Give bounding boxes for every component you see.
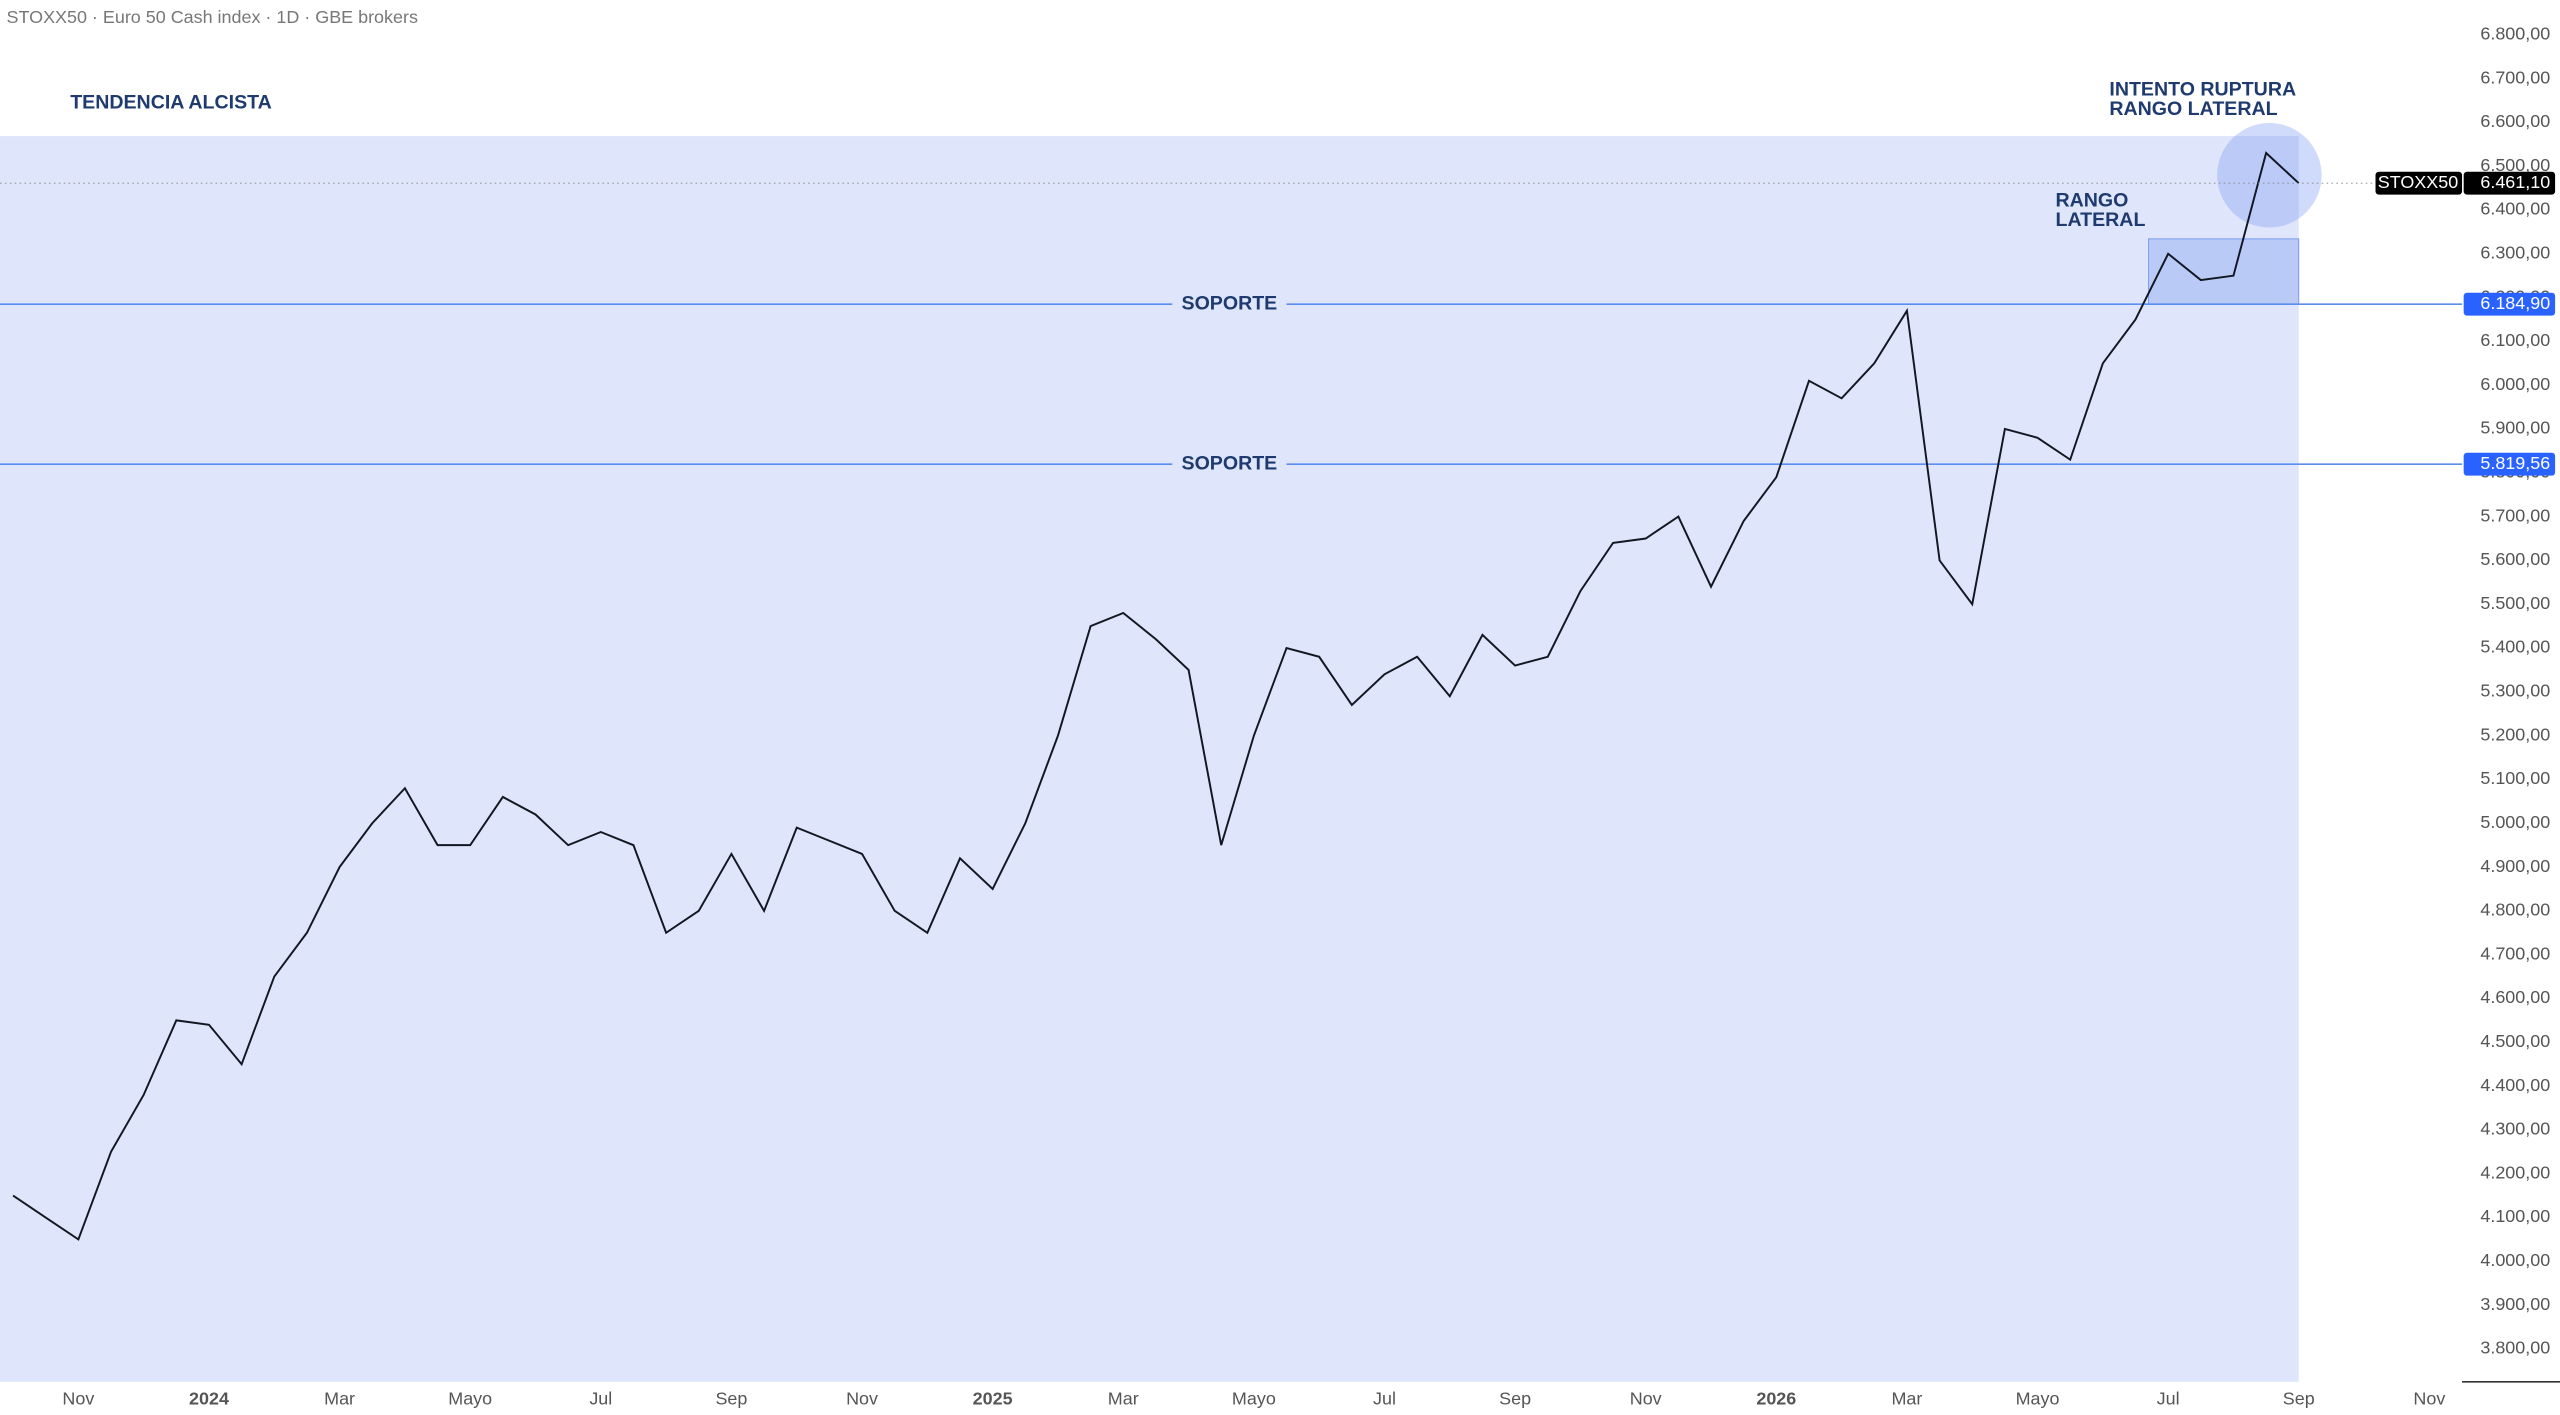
y-tick-label: 4.100,00 xyxy=(2480,1206,2550,1226)
series-tag xyxy=(2375,171,2463,195)
y-tick-label: 4.600,00 xyxy=(2480,987,2550,1007)
y-tick-label: 5.500,00 xyxy=(2480,593,2550,613)
y-tick-label: 4.000,00 xyxy=(2480,1250,2550,1270)
y-tick-label: 4.800,00 xyxy=(2480,900,2550,920)
range-box xyxy=(2148,238,2300,305)
y-tick-label: 5.900,00 xyxy=(2480,418,2550,438)
x-tick-label: Mayo xyxy=(2016,1388,2060,1408)
x-tick-label: Jul xyxy=(2157,1388,2180,1408)
x-tick-label: Nov xyxy=(846,1388,878,1408)
x-tick-label: Jul xyxy=(1373,1388,1396,1408)
series-tag-label: STOXX50 xyxy=(2378,172,2458,192)
y-tick-label: 6.100,00 xyxy=(2480,330,2550,350)
y-tick-label: 6.500,00 xyxy=(2480,155,2550,175)
price-tag xyxy=(2463,171,2556,195)
x-tick-label: Mayo xyxy=(1232,1388,1276,1408)
x-tick-label: Mar xyxy=(1891,1388,1922,1408)
y-tick-label: 6.600,00 xyxy=(2480,111,2550,131)
breakout-circle xyxy=(2217,123,2322,228)
y-tick-label: 6.000,00 xyxy=(2480,374,2550,394)
price-line xyxy=(12,151,2300,1241)
x-tick-label: Nov xyxy=(62,1388,94,1408)
x-tick-label: 2025 xyxy=(973,1388,1013,1408)
breakout-label: RANGO LATERAL xyxy=(2109,98,2277,120)
price-tag-label: 6.461,10 xyxy=(2480,172,2550,192)
y-tick-label: 5.400,00 xyxy=(2480,637,2550,657)
price-tag xyxy=(2463,452,2556,476)
breakout-label: INTENTO RUPTURA xyxy=(2109,79,2296,101)
x-tick-label: Sep xyxy=(1499,1388,1531,1408)
x-tick-label: Mayo xyxy=(448,1388,492,1408)
y-tick-label: 6.300,00 xyxy=(2480,242,2550,262)
y-tick-label: 5.300,00 xyxy=(2480,681,2550,701)
y-tick-label: 5.600,00 xyxy=(2480,549,2550,569)
y-tick-label: 4.200,00 xyxy=(2480,1162,2550,1182)
range-label: RANGO xyxy=(2056,190,2129,212)
header-title: STOXX50 · Euro 50 Cash index · 1D · GBE … xyxy=(7,7,418,27)
price-tag xyxy=(2463,292,2556,316)
support-label: SOPORTE xyxy=(1182,452,1278,474)
trend-label: TENDENCIA ALCISTA xyxy=(70,92,272,114)
y-tick-label: 4.400,00 xyxy=(2480,1075,2550,1095)
y-tick-label: 6.400,00 xyxy=(2480,199,2550,219)
y-tick-label: 6.800,00 xyxy=(2480,23,2550,43)
x-tick-label: 2024 xyxy=(189,1388,229,1408)
y-tick-label: 5.100,00 xyxy=(2480,768,2550,788)
x-tick-label: Jul xyxy=(589,1388,612,1408)
y-tick-label: 5.200,00 xyxy=(2480,724,2550,744)
support-label: SOPORTE xyxy=(1182,292,1278,314)
y-tick-label: 4.300,00 xyxy=(2480,1119,2550,1139)
price-tag-label: 6.184,90 xyxy=(2480,293,2550,313)
range-label: LATERAL xyxy=(2056,209,2146,231)
y-tick-label: 4.500,00 xyxy=(2480,1031,2550,1051)
support-label-bg xyxy=(1172,291,1287,318)
x-tick-label: Sep xyxy=(2283,1388,2315,1408)
x-tick-label: Mar xyxy=(324,1388,355,1408)
y-tick-label: 3.800,00 xyxy=(2480,1338,2550,1358)
y-tick-label: 4.700,00 xyxy=(2480,943,2550,963)
y-tick-label: 5.700,00 xyxy=(2480,505,2550,525)
y-tick-label: 6.700,00 xyxy=(2480,67,2550,87)
y-tick-label: 4.900,00 xyxy=(2480,856,2550,876)
x-tick-label: 2026 xyxy=(1756,1388,1796,1408)
x-tick-label: Nov xyxy=(2413,1388,2445,1408)
x-tick-label: Mar xyxy=(1108,1388,1139,1408)
y-tick-label: 3.900,00 xyxy=(2480,1294,2550,1314)
support-label-bg xyxy=(1172,451,1287,478)
price-tag-label: 5.819,56 xyxy=(2480,453,2550,473)
x-tick-label: Nov xyxy=(1630,1388,1662,1408)
trend-zone xyxy=(0,136,2299,1382)
x-tick-label: Sep xyxy=(715,1388,747,1408)
y-tick-label: 5.000,00 xyxy=(2480,812,2550,832)
